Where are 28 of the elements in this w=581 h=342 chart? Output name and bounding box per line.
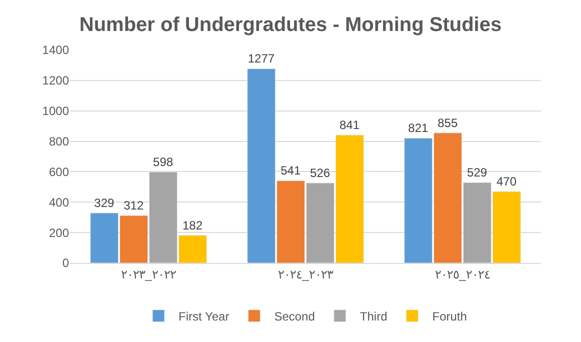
x-tick-label: ٢٠٢٤_٢٠٢٥ (435, 267, 490, 282)
y-tick-label: 1400 (42, 43, 70, 58)
y-tick-label: 200 (48, 226, 70, 240)
data-label: 470 (496, 174, 517, 188)
y-tick-label: 800 (48, 134, 70, 148)
y-tick-label: 600 (48, 164, 70, 179)
data-label: 529 (467, 166, 488, 180)
legend-label: First Year (178, 310, 230, 324)
data-label: 541 (280, 164, 301, 178)
data-label: 598 (153, 155, 174, 170)
x-tick-label: ٢٠٢٣_٢٠٢٤ (278, 267, 334, 282)
y-tick-label: 0 (62, 256, 70, 270)
y-tick-label: 1200 (42, 74, 70, 88)
x-tick-label: ٢٠٢٢_٢٠٢٣ (121, 267, 176, 282)
y-tick-label: 400 (48, 195, 70, 210)
data-label: 821 (408, 121, 429, 136)
data-label: 841 (339, 118, 360, 132)
data-label: 855 (438, 116, 458, 130)
y-tick-label: 1000 (42, 104, 70, 118)
legend-label: Foruth (432, 310, 467, 324)
data-label: 1277 (248, 52, 275, 66)
legend-label: Second (274, 310, 315, 324)
data-label: 329 (94, 196, 115, 210)
data-label: 182 (182, 218, 203, 232)
data-label: 312 (124, 198, 144, 213)
data-label: 526 (310, 166, 330, 180)
legend-label: Third (360, 310, 388, 324)
chart-title: Number of Undergradutes - Morning Studies (79, 14, 502, 36)
